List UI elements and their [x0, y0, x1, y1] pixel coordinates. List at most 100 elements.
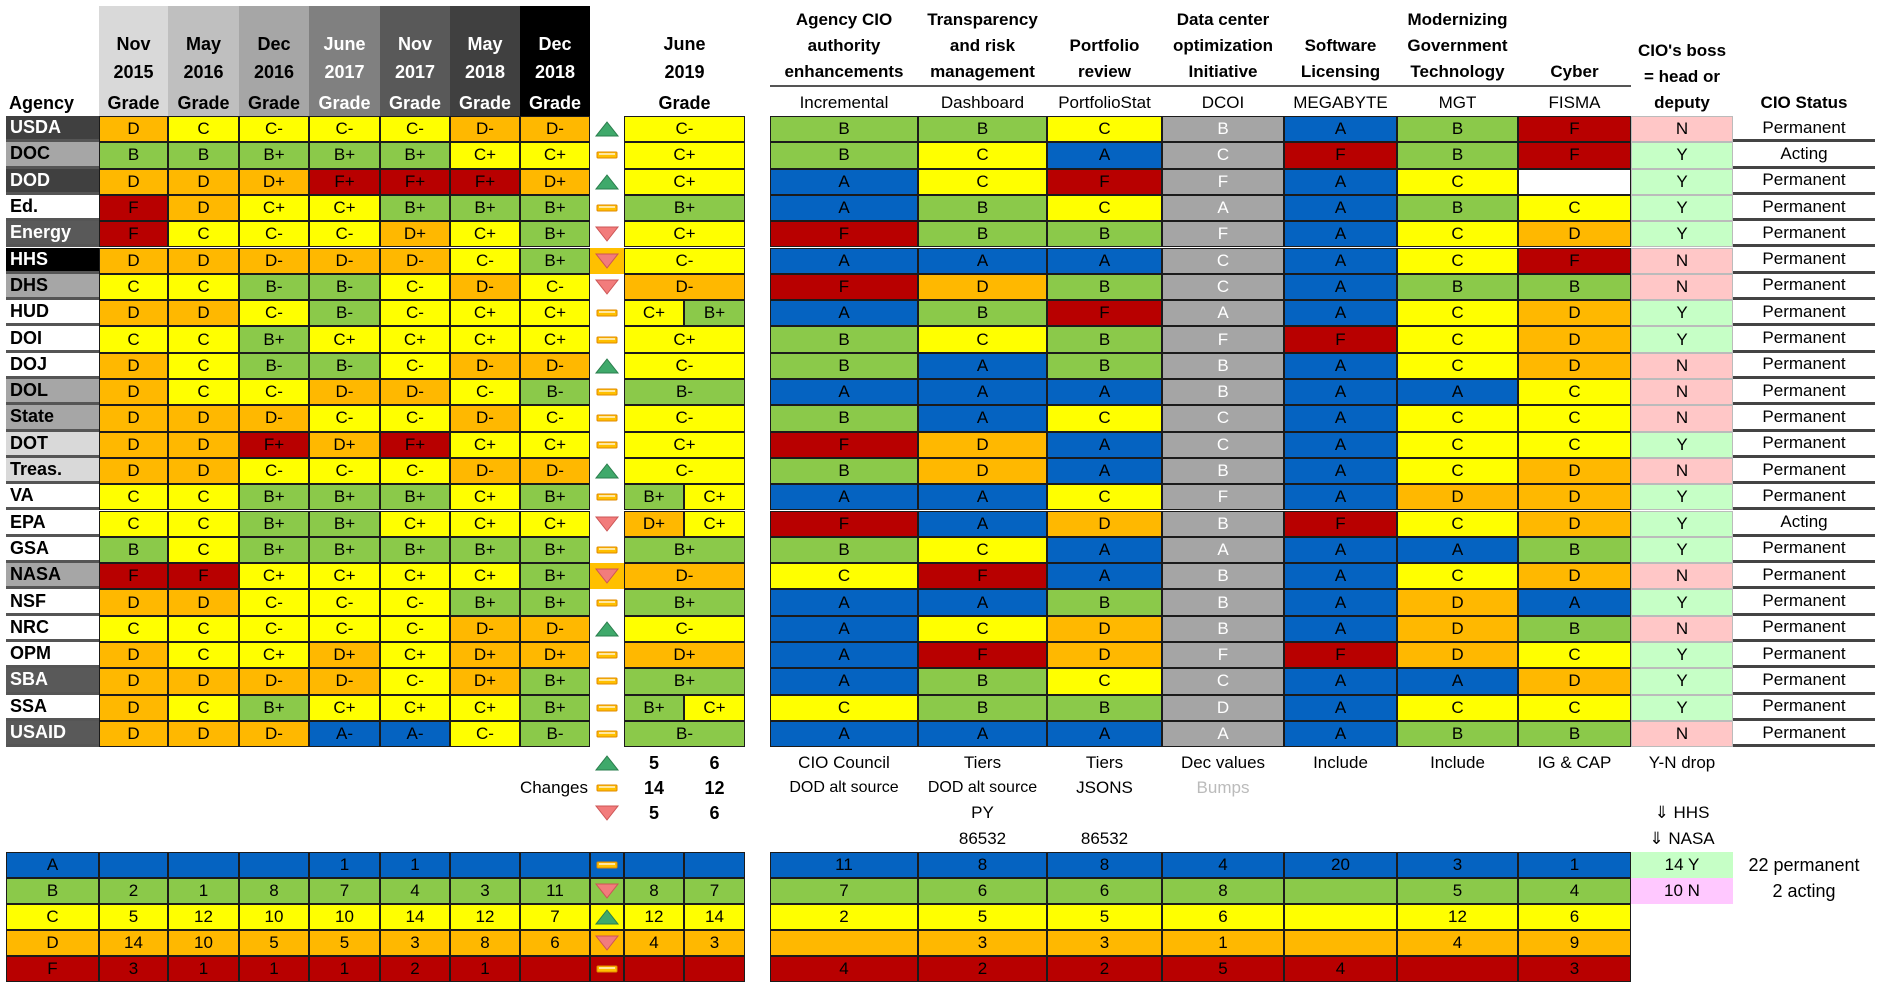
grade-cell: C: [99, 326, 168, 353]
grade-cell: C-: [380, 615, 450, 642]
component-grade: C: [1162, 247, 1284, 274]
agency-name-dhs[interactable]: DHS: [6, 273, 99, 301]
june-2019-grade: C+: [684, 484, 745, 511]
june-2019-grade: C+: [624, 431, 745, 458]
component-grade: C: [1162, 405, 1284, 432]
summary-count: 14: [99, 930, 168, 956]
agency-name-doc[interactable]: DOC: [6, 142, 99, 169]
grade-cell: C: [99, 510, 168, 537]
summary-count: 1: [239, 956, 309, 982]
agency-name-sba[interactable]: SBA: [6, 668, 99, 695]
grade-cell: B+: [520, 563, 590, 590]
component-grade: A: [770, 589, 918, 616]
component-grade: F: [1162, 484, 1284, 511]
grade-cell: F: [99, 194, 168, 222]
june-2019-grade: C+: [624, 300, 684, 327]
agency-column-header: Agency: [9, 92, 75, 113]
trend-up-icon: [594, 358, 620, 374]
trend-down-icon: [594, 253, 620, 269]
agency-name-va[interactable]: VA: [6, 484, 99, 511]
grade-cell: C+: [309, 563, 380, 590]
grade-cell: D: [99, 247, 168, 274]
boss-cell: Y: [1631, 668, 1733, 695]
trend-flat-icon: [596, 493, 618, 501]
agency-name-treas[interactable]: Treas.: [6, 457, 99, 485]
period-header-month: Nov: [397, 33, 432, 54]
component-title: Initiative: [1188, 62, 1258, 81]
grade-cell: D-: [380, 247, 450, 274]
agency-name-usaid[interactable]: USAID: [6, 720, 99, 748]
summary-component-count: 4: [1518, 878, 1631, 904]
component-note: CIO Council: [798, 753, 890, 772]
agency-name-nsf[interactable]: NSF: [6, 589, 99, 616]
component-grade: C: [1397, 326, 1518, 353]
summary-count: 2: [380, 956, 450, 982]
summary-count: 11: [520, 878, 590, 904]
grade-cell: C-: [309, 615, 380, 642]
component-grade: B: [918, 668, 1047, 695]
grade-cell: C+: [520, 326, 590, 353]
grade-cell: B+: [309, 484, 380, 511]
grade-cell: B+: [239, 510, 309, 537]
agency-name-epa[interactable]: EPA: [6, 510, 99, 537]
component-note: ⇓ NASA: [1649, 829, 1715, 848]
summary-component-count: 4: [1162, 852, 1284, 878]
agency-name-usda[interactable]: USDA: [6, 116, 99, 143]
agency-name-energy[interactable]: Energy: [6, 221, 99, 248]
june-2019-grade: C-: [624, 615, 745, 642]
agency-name-hhs[interactable]: HHS: [6, 247, 99, 274]
grade-cell: D-: [520, 352, 590, 379]
summary-count: 7: [309, 878, 380, 904]
component-grade: B: [918, 194, 1047, 222]
june-2019-grade: B+: [624, 484, 684, 511]
june-2019-grade: B-: [624, 379, 745, 406]
component-grade: F: [1047, 300, 1162, 327]
component-grade: C: [1047, 405, 1162, 432]
agency-name-dol[interactable]: DOL: [6, 379, 99, 406]
agency-name-hud[interactable]: HUD: [6, 300, 99, 327]
agency-name-nrc[interactable]: NRC: [6, 615, 99, 642]
agency-name-gsa[interactable]: GSA: [6, 536, 99, 564]
summary-grade-label: F: [6, 956, 99, 982]
grade-cell: D: [168, 668, 239, 695]
agency-name-state[interactable]: State: [6, 405, 99, 432]
trend-flat-icon: [596, 599, 618, 607]
grade-cell: B: [99, 536, 168, 564]
component-subtitle: Dashboard: [940, 93, 1025, 112]
boss-summary: 10 N: [1631, 878, 1733, 904]
summary-grade-label: A: [6, 852, 99, 878]
trend-down-icon: [594, 516, 620, 532]
june-2019-grade: B+: [624, 536, 745, 564]
grade-cell: F+: [380, 431, 450, 458]
cio-status: Permanent: [1733, 379, 1875, 406]
grade-cell: C: [168, 694, 239, 721]
boss-summary: 14 Y: [1631, 852, 1733, 878]
grade-cell: B+: [239, 694, 309, 721]
component-grade: A: [1284, 352, 1397, 379]
component-grade: A: [1284, 694, 1397, 721]
grade-cell: B-: [239, 273, 309, 301]
agency-name-ssa[interactable]: SSA: [6, 694, 99, 721]
grade-cell: C+: [380, 510, 450, 537]
trend-cell: [590, 405, 624, 432]
agency-name-dot[interactable]: DOT: [6, 431, 99, 458]
summary-component-count: 5: [1047, 904, 1162, 930]
component-grade: A: [1284, 221, 1397, 248]
trend-up-icon: [594, 909, 620, 925]
component-grade: A: [1047, 536, 1162, 564]
component-grade: [1518, 168, 1631, 195]
trend-flat-icon: [596, 414, 618, 422]
agency-name-doi[interactable]: DOI: [6, 326, 99, 353]
grade-cell: B+: [239, 484, 309, 511]
summary-count: 1: [168, 878, 239, 904]
agency-name-doj[interactable]: DOJ: [6, 352, 99, 379]
agency-name-opm[interactable]: OPM: [6, 642, 99, 669]
period-header-month: June: [323, 33, 366, 54]
grade-cell: C+: [450, 326, 520, 353]
june-2019-grade: D+: [624, 642, 745, 669]
summary-trend: [590, 956, 624, 982]
component-note: DOD alt source: [789, 779, 899, 796]
agency-name-nasa[interactable]: NASA: [6, 563, 99, 590]
agency-name-dod[interactable]: DOD: [6, 168, 99, 195]
agency-name-ed[interactable]: Ed.: [6, 194, 99, 222]
